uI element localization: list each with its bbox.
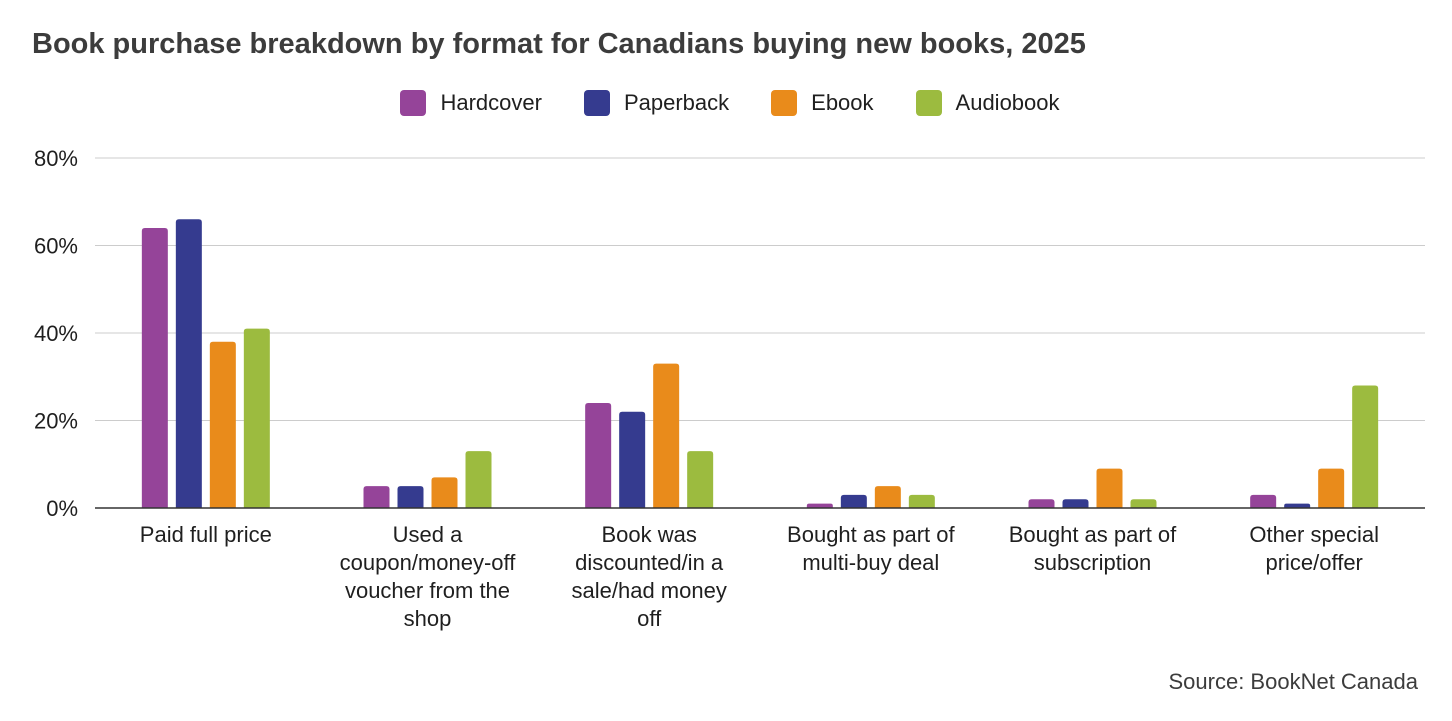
legend-label: Ebook: [811, 90, 874, 115]
bar-ebook: [1318, 468, 1345, 508]
legend-label: Paperback: [623, 90, 730, 115]
bar-audiobook: [908, 494, 935, 508]
x-tick-label: sale/had money: [572, 578, 727, 603]
x-tick-label: Other special: [1249, 522, 1379, 547]
y-tick-label: 80%: [34, 146, 78, 171]
x-tick-label: Used a: [393, 522, 463, 547]
bar-ebook: [1096, 468, 1123, 508]
x-tick-label: voucher from the: [345, 578, 510, 603]
legend-swatch: [771, 90, 798, 116]
bar-hardcover: [363, 486, 390, 508]
bar-hardcover: [1250, 494, 1277, 508]
bar-ebook: [874, 486, 901, 508]
bar-audiobook: [1352, 385, 1379, 508]
legend-item-paperback: Paperback: [583, 90, 730, 116]
bar-paperback: [1062, 499, 1089, 508]
chart-title: Book purchase breakdown by format for Ca…: [32, 28, 1086, 60]
x-tick-label: shop: [404, 606, 452, 631]
x-tick-label: Paid full price: [140, 522, 272, 547]
x-tick-label: subscription: [1034, 550, 1151, 575]
x-tick-label: multi-buy deal: [802, 550, 939, 575]
bar-ebook: [209, 341, 236, 508]
bar-audiobook: [687, 451, 714, 508]
x-tick-label: coupon/money-off: [340, 550, 517, 575]
bar-paperback: [619, 411, 646, 508]
x-tick-label: Bought as part of: [787, 522, 955, 547]
bar-paperback: [840, 494, 867, 508]
source-note: Source: BookNet Canada: [1168, 669, 1419, 694]
legend-item-hardcover: Hardcover: [400, 90, 542, 116]
bar-hardcover: [1028, 499, 1055, 508]
bar-hardcover: [585, 403, 612, 508]
x-tick-label: price/offer: [1265, 550, 1362, 575]
legend-item-ebook: Ebook: [771, 90, 874, 116]
bar-paperback: [175, 219, 202, 508]
legend-swatch: [583, 90, 610, 116]
chart-legend: Hardcover Paperback Ebook Audiobook: [0, 90, 1452, 116]
bar-ebook: [653, 363, 680, 508]
legend-label: Hardcover: [440, 90, 542, 115]
bar-hardcover: [141, 228, 168, 508]
legend-item-audiobook: Audiobook: [915, 90, 1060, 116]
bar-hardcover: [806, 503, 833, 508]
bar-audiobook: [1130, 499, 1157, 508]
legend-swatch: [915, 90, 942, 116]
legend-swatch: [400, 90, 427, 116]
x-tick-label: off: [637, 606, 662, 631]
bar-paperback: [397, 486, 424, 508]
x-tick-label: Bought as part of: [1009, 522, 1177, 547]
x-tick-label: Book was: [601, 522, 696, 547]
legend-label: Audiobook: [955, 90, 1060, 115]
bar-audiobook: [465, 451, 492, 508]
y-tick-label: 0%: [46, 496, 78, 521]
bar-audiobook: [243, 328, 270, 508]
x-tick-label: discounted/in a: [575, 550, 724, 575]
y-tick-label: 40%: [34, 321, 78, 346]
y-tick-label: 20%: [34, 409, 78, 434]
bar-paperback: [1284, 503, 1311, 508]
bar-ebook: [431, 477, 458, 508]
y-tick-label: 60%: [34, 234, 78, 259]
